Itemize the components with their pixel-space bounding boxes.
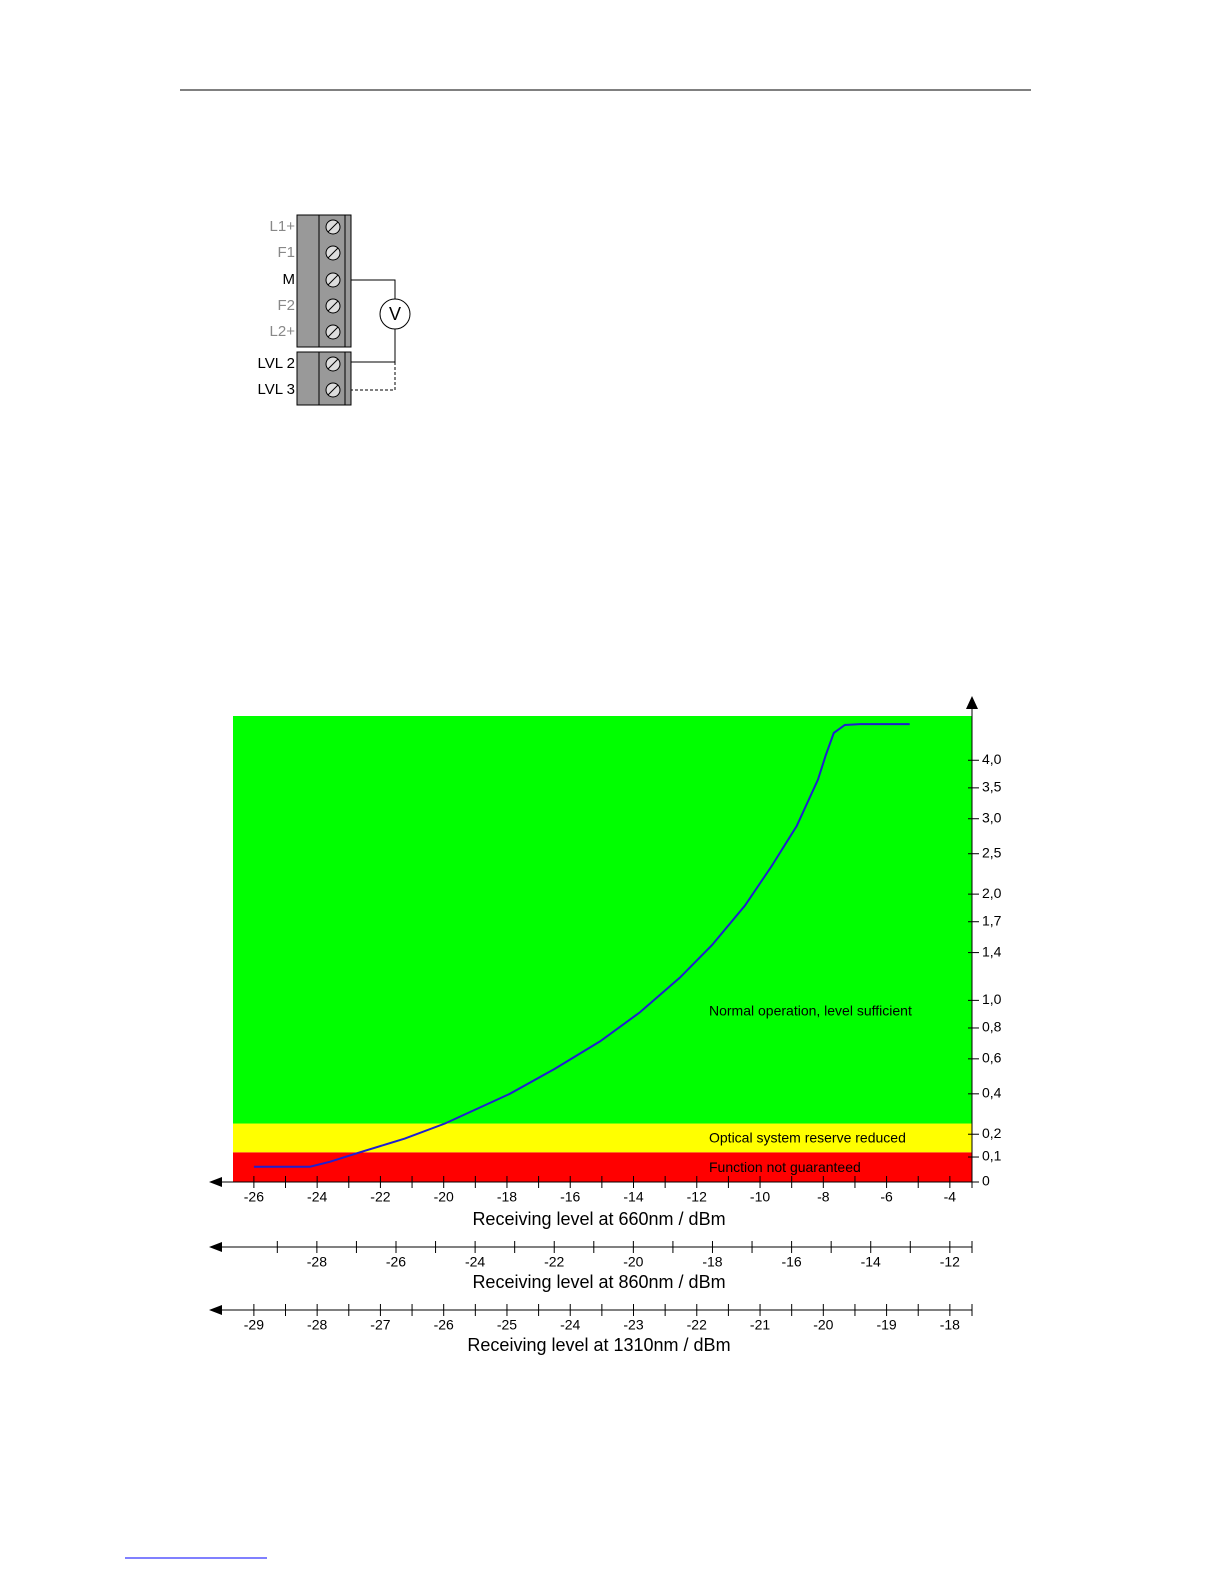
x-tick-label: -24	[465, 1254, 485, 1270]
x-tick-label: -18	[940, 1317, 960, 1333]
screw-slot	[327, 326, 339, 338]
x-tick-label: -23	[623, 1317, 643, 1333]
x-tick-label: -12	[940, 1254, 960, 1270]
x-axis-arrow	[209, 1242, 222, 1252]
zone-label: Function not guaranteed	[709, 1159, 861, 1175]
x-tick-label: -14	[623, 1189, 643, 1205]
x-tick-label: -26	[386, 1254, 406, 1270]
x-tick-label: -14	[861, 1254, 881, 1270]
y-tick-label: 0	[982, 1173, 990, 1189]
x-tick-label: -18	[497, 1189, 517, 1205]
terminal-label: L1+	[270, 218, 296, 235]
y-tick-label: 0,8	[982, 1019, 1002, 1035]
x-axis-title: Receiving level at 1310nm / dBm	[467, 1335, 730, 1355]
x-tick-label: -22	[544, 1254, 564, 1270]
terminal-label: L2+	[270, 323, 296, 340]
x-tick-label: -16	[781, 1254, 801, 1270]
voltmeter	[379, 298, 411, 330]
x-tick-label: -22	[687, 1317, 707, 1333]
wire	[351, 329, 396, 363]
terminal-block	[296, 351, 352, 406]
y-tick-label: 2,0	[982, 885, 1002, 901]
y-tick-label: 2,5	[982, 844, 1002, 860]
y-tick-label: 1,4	[982, 943, 1002, 959]
y-tick-label: 3,5	[982, 779, 1002, 795]
x-tick-label: -20	[813, 1317, 833, 1333]
voltmeter-label: V	[389, 304, 401, 324]
y-tick-label: 1,0	[982, 991, 1002, 1007]
x-tick-label: -20	[623, 1254, 643, 1270]
x-axis-arrow	[209, 1305, 222, 1315]
x-axis-arrow	[209, 1177, 222, 1187]
terminal-label: LVL 3	[257, 381, 295, 398]
terminal-label: LVL 2	[257, 355, 295, 372]
x-axis-title: Receiving level at 860nm / dBm	[472, 1272, 725, 1292]
y-tick-label: 0,4	[982, 1085, 1002, 1101]
x-tick-label: -18	[702, 1254, 722, 1270]
screw-slot	[327, 358, 339, 370]
y-tick-label: 3,0	[982, 809, 1002, 825]
x-tick-label: -22	[370, 1189, 390, 1205]
x-tick-label: -21	[750, 1317, 770, 1333]
x-tick-label: -20	[434, 1189, 454, 1205]
x-tick-label: -26	[434, 1317, 454, 1333]
zone-label: Optical system reserve reduced	[709, 1130, 906, 1146]
zone-label: Normal operation, level sufficient	[709, 1003, 912, 1019]
y-tick-label: 0,6	[982, 1050, 1002, 1066]
x-tick-label: -16	[560, 1189, 580, 1205]
x-tick-label: -10	[750, 1189, 770, 1205]
x-tick-label: -29	[244, 1317, 264, 1333]
y-axis-arrow	[966, 696, 978, 709]
wire-optional	[351, 362, 396, 391]
terminal-label: F1	[277, 244, 295, 261]
x-tick-label: -4	[944, 1189, 957, 1205]
screw-slot	[327, 384, 339, 396]
screw-slot	[327, 300, 339, 312]
level-curve	[253, 723, 910, 1168]
x-tick-label: -28	[307, 1317, 327, 1333]
y-tick-label: 4,0	[982, 751, 1002, 767]
wire	[351, 279, 396, 299]
x-tick-label: -12	[687, 1189, 707, 1205]
x-tick-label: -24	[307, 1189, 327, 1205]
terminal-diagram: V L1+ F1 M F2 L2+ LVL 2 LVL 3	[257, 214, 411, 406]
screw-slot	[327, 274, 339, 286]
terminal-label: F2	[277, 297, 295, 314]
y-tick-label: 0,1	[982, 1148, 1002, 1164]
zone	[233, 716, 972, 1124]
terminal-block	[296, 214, 352, 348]
y-tick-label: 1,7	[982, 912, 1002, 928]
x-tick-label: -28	[307, 1254, 327, 1270]
screw-slot	[327, 247, 339, 259]
screw-slot	[327, 221, 339, 233]
y-tick-label: 0,2	[982, 1125, 1002, 1141]
x-tick-label: -25	[497, 1317, 517, 1333]
x-tick-label: -6	[880, 1189, 893, 1205]
x-axis-title: Receiving level at 660nm / dBm	[472, 1209, 725, 1229]
zone	[233, 1152, 972, 1182]
terminal-label: M	[283, 271, 296, 288]
x-tick-label: -26	[244, 1189, 264, 1205]
zone	[233, 1123, 972, 1153]
x-tick-label: -24	[560, 1317, 580, 1333]
x-tick-label: -27	[370, 1317, 390, 1333]
x-tick-label: -19	[876, 1317, 896, 1333]
x-tick-label: -8	[817, 1189, 830, 1205]
